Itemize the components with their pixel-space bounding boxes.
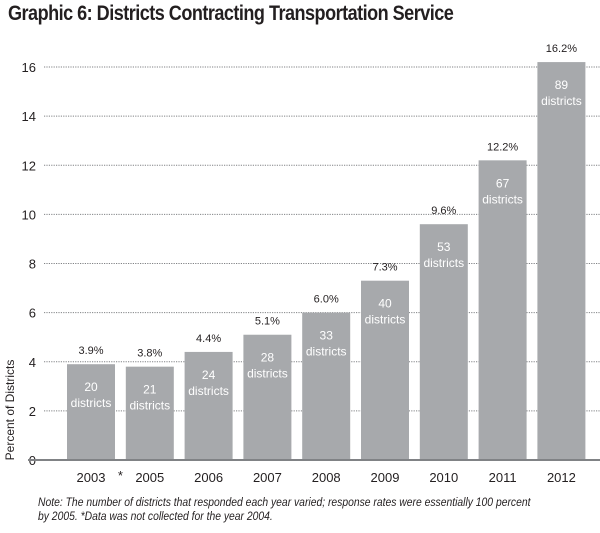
bar [419, 224, 468, 460]
y-tick-label: 12 [22, 158, 36, 173]
bar-count-label: 89 [555, 78, 569, 92]
bar-group-2010: 9.6% 53 districts [419, 205, 468, 460]
x-axis-ticks: 2003 2005 2006 2007 2008 2009 2010 2011 2012 * [77, 468, 576, 485]
bar-value-label: 7.3% [372, 262, 397, 274]
bar-group-2007: 5.1% 28 districts [243, 316, 292, 460]
bar [302, 312, 351, 460]
bar-group-2003: 3.9% 20 districts [67, 345, 115, 460]
bar-count-suffix: districts [423, 256, 464, 270]
x-tick-label: 2006 [194, 470, 223, 485]
y-axis-ticks: 0246810121416 [22, 60, 36, 468]
bar [361, 280, 409, 460]
chart-title: Graphic 6: Districts Contracting Transpo… [8, 2, 454, 25]
bar [67, 364, 115, 460]
bar-group-2006: 4.4% 24 districts [184, 333, 233, 460]
bar-group-2011: 12.2% 67 districts [478, 141, 527, 460]
bar-count-suffix: districts [71, 396, 112, 410]
y-tick-label: 8 [29, 257, 36, 272]
y-tick-label: 14 [22, 109, 36, 124]
bar-group-2005: 3.8% 21 districts [125, 348, 174, 460]
bar [537, 62, 586, 461]
bar-count-suffix: districts [541, 94, 582, 108]
bar-count-suffix: districts [306, 345, 347, 359]
bar-group-2008: 6.0% 33 districts [302, 294, 351, 460]
bar [478, 160, 527, 460]
bar-count-suffix: districts [482, 192, 523, 206]
x-tick-label: 2008 [312, 470, 341, 485]
x-tick-label: 2005 [135, 470, 164, 485]
x-tick-label: 2012 [547, 470, 576, 485]
bar-value-label: 16.2% [546, 43, 577, 55]
bar [125, 366, 174, 460]
bar-group-2012: 16.2% 89 districts [537, 43, 586, 461]
bars: 3.9% 20 districts 3.8% 21 districts 4.4% 24 dist… [67, 43, 586, 461]
bar-count-label: 20 [84, 380, 98, 394]
bar-count-label: 67 [496, 176, 510, 190]
y-tick-label: 6 [29, 306, 36, 321]
bar [243, 334, 292, 460]
bar-value-label: 12.2% [487, 141, 518, 153]
bar-count-suffix: districts [188, 384, 229, 398]
bar-value-label: 3.9% [78, 345, 103, 357]
x-tick-label: 2003 [77, 470, 106, 485]
bar-group-2009: 7.3% 40 districts [361, 262, 409, 460]
x-tick-label: 2011 [489, 470, 517, 485]
y-tick-label: 10 [22, 207, 36, 222]
y-tick-label: 4 [29, 355, 36, 370]
bar-value-label: 9.6% [431, 205, 456, 217]
bar-count-label: 28 [261, 351, 275, 365]
x-tick-label: 2010 [429, 470, 458, 485]
x-tick-label: 2007 [253, 470, 282, 485]
chart-note: Note: The number of districts that respo… [38, 497, 531, 523]
bar-count-label: 40 [378, 297, 392, 311]
bar-count-suffix: districts [129, 399, 170, 413]
bar-value-label: 6.0% [314, 294, 339, 306]
y-tick-label: 16 [22, 60, 36, 75]
missing-year-marker: * [118, 468, 123, 483]
bar-value-label: 5.1% [255, 316, 280, 328]
bar-value-label: 4.4% [196, 333, 221, 345]
bar-chart: 0246810121416 Percent of Districts 3.9%2… [3, 43, 600, 485]
bar [184, 351, 233, 460]
y-tick-label: 2 [29, 404, 36, 419]
bar-count-label: 53 [437, 240, 451, 254]
bar-value-label: 3.8% [137, 348, 162, 360]
bar-count-label: 21 [143, 383, 157, 397]
bar-count-label: 24 [202, 368, 216, 382]
bar-count-suffix: districts [365, 313, 406, 327]
x-tick-label: 2009 [371, 470, 400, 485]
y-axis-label: Percent of Districts [3, 360, 17, 461]
bar-count-suffix: districts [247, 367, 288, 381]
bar-count-label: 33 [320, 329, 334, 343]
